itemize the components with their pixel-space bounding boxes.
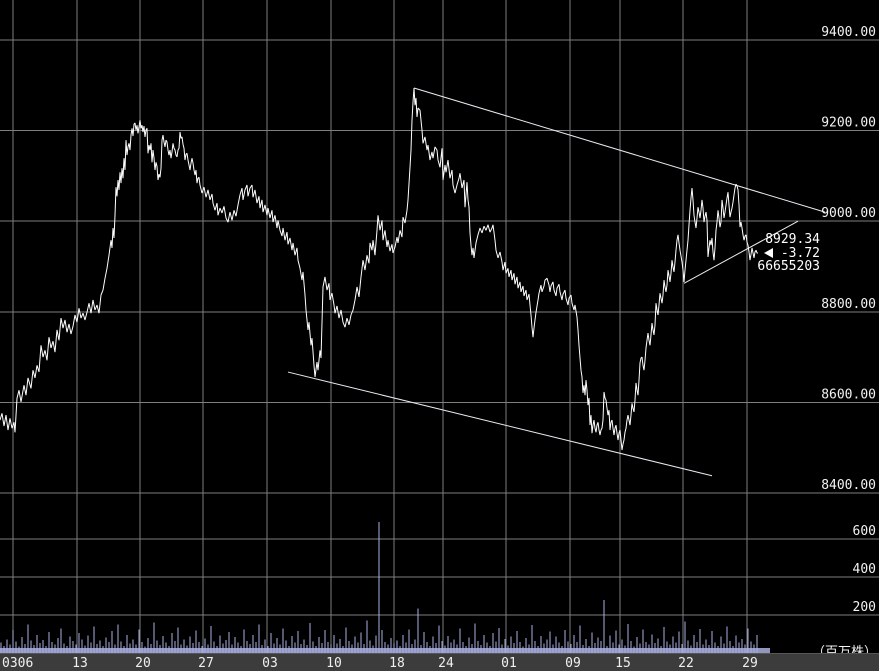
price-axis-label: 9200.00 (821, 116, 876, 131)
x-axis-label: 29 (742, 656, 758, 671)
volume-axis-label: 200 (853, 600, 876, 615)
quote-last-price: 8929.34 (765, 232, 820, 247)
quote-volume: 66655203 (757, 259, 820, 274)
price-line (0, 87, 759, 451)
x-axis-label: 10 (326, 656, 342, 671)
price-axis-label: 9000.00 (821, 206, 876, 221)
x-axis-strip[interactable]: 0306 13 20 27 03 10 18 24 01 09 15 22 29 (0, 653, 879, 671)
y-axis-labels: 9400.00 9200.00 9000.00 8800.00 8600.00 8400.… (821, 25, 876, 615)
x-axis-label: 18 (389, 656, 405, 671)
quote-annotation: 8929.34 -3.72 66655203 (757, 233, 820, 274)
x-axis-label: 20 (135, 656, 151, 671)
trend-line (287, 371, 713, 477)
volume-bars (0, 521, 758, 653)
x-axis-label: 13 (72, 656, 88, 671)
price-axis-label: 8800.00 (821, 297, 876, 312)
price-axis-label: 9400.00 (821, 25, 876, 40)
volume-axis-label: 600 (853, 524, 876, 539)
trend-line (413, 87, 826, 213)
volume-base-band (0, 648, 770, 653)
trend-lines (287, 87, 826, 477)
x-axis-label: 0306 (2, 656, 34, 671)
x-axis-label: 24 (438, 656, 454, 671)
price-axis-label: 8400.00 (821, 478, 876, 493)
x-axis-label: 09 (565, 656, 581, 671)
x-axis-label: 01 (501, 656, 517, 671)
quote-change: -3.72 (780, 245, 820, 261)
volume-axis-label: 400 (853, 562, 876, 577)
x-axis-label: 03 (262, 656, 278, 671)
last-price-marker-icon (764, 248, 773, 258)
price-axis-label: 8600.00 (821, 387, 876, 402)
x-axis-label: 22 (678, 656, 694, 671)
gridlines (0, 0, 879, 653)
x-axis-label: 27 (198, 656, 214, 671)
trend-line (683, 220, 799, 284)
x-axis-label: 15 (615, 656, 631, 671)
